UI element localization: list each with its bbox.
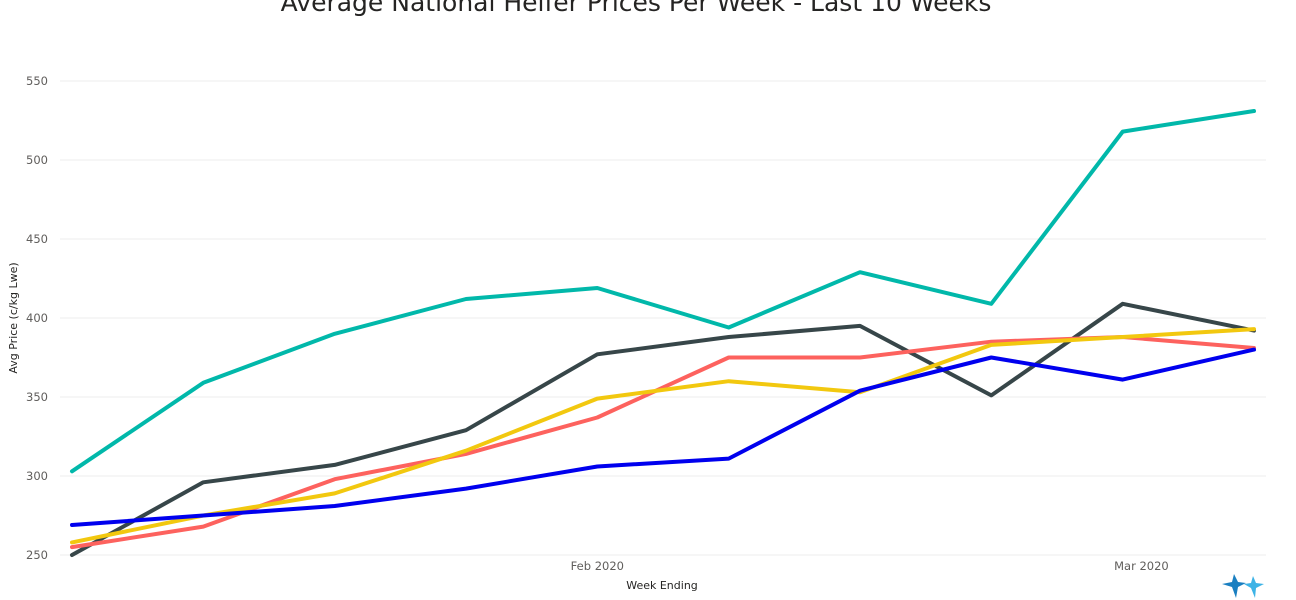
y-tick-label: 350	[26, 390, 48, 404]
series-line-1	[70, 109, 1256, 474]
series-lines	[70, 109, 1256, 557]
y-axis-title: Avg Price (c/kg Lwe)	[7, 262, 20, 373]
y-tick-label: 450	[26, 232, 48, 246]
x-tick-label: Feb 2020	[571, 559, 624, 573]
y-tick-label: 400	[26, 311, 48, 325]
series-line-2	[70, 301, 1256, 557]
series-line-5	[70, 347, 1256, 527]
x-axis-ticks: Feb 2020 Mar 2020	[571, 559, 1169, 573]
y-tick-label: 550	[26, 74, 48, 88]
chart-title: Average National Heifer Prices Per Week …	[280, 0, 992, 17]
y-tick-label: 500	[26, 153, 48, 167]
x-axis-title: Week Ending	[626, 579, 698, 592]
series-line-3	[70, 335, 1256, 550]
y-tick-label: 300	[26, 469, 48, 483]
y-axis-ticks: 250 300 350 400 450 500 550	[26, 74, 48, 562]
y-tick-label: 250	[26, 548, 48, 562]
brand-cross-icon	[1222, 574, 1264, 598]
series-line-4	[70, 327, 1256, 545]
x-tick-label: Mar 2020	[1114, 559, 1169, 573]
grid-lines	[60, 80, 1266, 556]
